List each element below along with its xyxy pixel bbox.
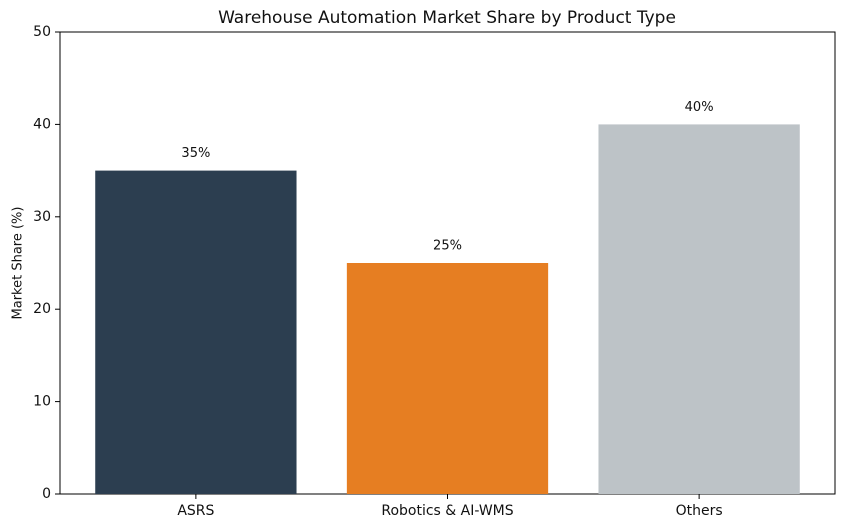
x-tick-label: Others xyxy=(676,503,723,519)
y-tick-label: 20 xyxy=(33,301,51,317)
y-tick-label: 10 xyxy=(33,394,51,410)
value-label: 35% xyxy=(181,146,210,161)
y-tick-label: 30 xyxy=(33,209,51,225)
bar xyxy=(598,124,800,495)
value-label: 40% xyxy=(685,100,714,115)
bar xyxy=(346,263,549,494)
chart-title: Warehouse Automation Market Share by Pro… xyxy=(218,8,676,28)
bar xyxy=(95,170,297,494)
y-tick-label: 40 xyxy=(33,116,51,132)
y-tick-label: 50 xyxy=(33,24,51,40)
y-axis-label: Market Share (%) xyxy=(11,207,26,320)
x-tick-label: Robotics & AI-WMS xyxy=(381,503,513,519)
value-label: 25% xyxy=(433,239,462,254)
y-tick-label: 0 xyxy=(42,486,51,502)
x-tick-label: ASRS xyxy=(177,503,214,519)
